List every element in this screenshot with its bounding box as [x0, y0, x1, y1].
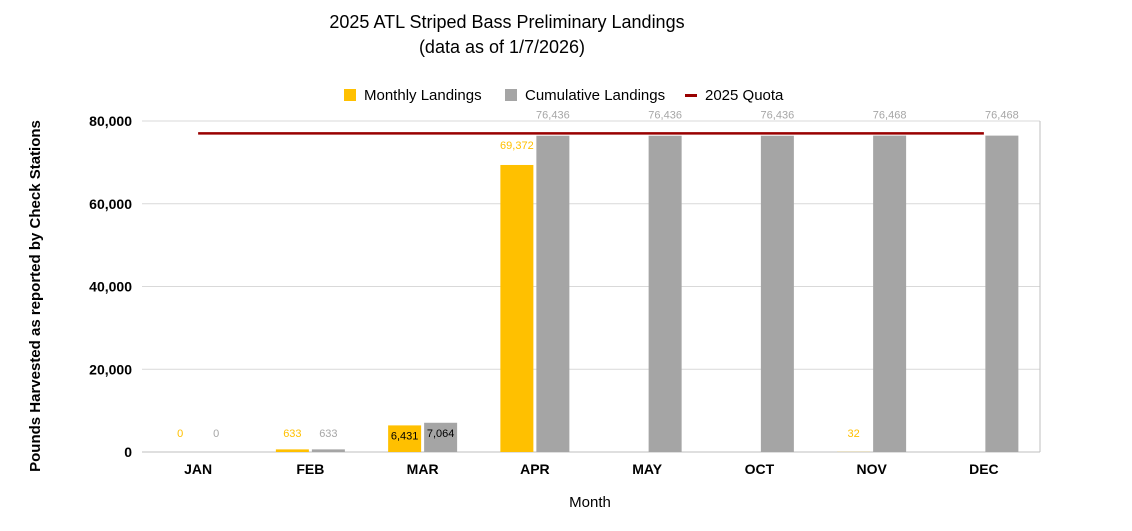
legend-label-monthly: Monthly Landings — [364, 87, 482, 104]
bars — [275, 135, 1019, 453]
data-label-monthly-nov: 32 — [848, 428, 860, 440]
y-tick-label: 40,000 — [89, 279, 132, 295]
legend-label-cumulative: Cumulative Landings — [525, 87, 665, 104]
x-tick-label-feb: FEB — [296, 461, 324, 477]
data-label-cumulative-feb: 633 — [319, 428, 337, 440]
legend: Monthly Landings Cumulative Landings 202… — [344, 87, 784, 104]
y-tick-labels: 0 20,000 40,000 60,000 80,000 — [89, 113, 132, 460]
chart-title: 2025 ATL Striped Bass Preliminary Landin… — [329, 12, 684, 32]
legend-swatch-cumulative — [505, 89, 517, 101]
x-tick-label-mar: MAR — [407, 461, 439, 477]
data-label-monthly-feb: 633 — [283, 428, 301, 440]
x-tick-label-jan: JAN — [184, 461, 212, 477]
chart-subtitle: (data as of 1/7/2026) — [419, 37, 585, 57]
data-label-cumulative-jan: 0 — [213, 428, 219, 440]
y-axis-title: Pounds Harvested as reported by Check St… — [27, 120, 44, 472]
bar-monthly-mar — [388, 425, 422, 452]
legend-label-quota: 2025 Quota — [705, 87, 784, 104]
data-label-monthly-apr: 69,372 — [500, 140, 534, 152]
x-tick-label-oct: OCT — [745, 461, 775, 477]
bar-cumulative-feb — [311, 449, 345, 452]
x-tick-label-dec: DEC — [969, 461, 999, 477]
bar-cumulative-mar — [424, 422, 458, 452]
y-tick-label: 60,000 — [89, 196, 132, 212]
data-label-monthly-mar: 6,431 — [391, 430, 419, 442]
y-tick-label: 80,000 — [89, 113, 132, 129]
y-tick-label: 20,000 — [89, 361, 132, 377]
data-labels: 0 0 633 633 6,431 7,064 69,372 76,436 76,436 76,4… — [177, 110, 1019, 443]
x-tick-labels: JAN FEB MAR APR MAY OCT NOV DEC — [184, 461, 999, 477]
data-label-cumulative-dec: 76,468 — [985, 110, 1019, 122]
bar-monthly-apr — [500, 164, 534, 453]
legend-swatch-monthly — [344, 89, 356, 101]
bar-cumulative-apr — [536, 135, 570, 453]
bar-monthly-feb — [275, 449, 309, 452]
x-tick-label-may: MAY — [632, 461, 662, 477]
x-tick-label-nov: NOV — [856, 461, 887, 477]
legend-swatch-quota — [685, 94, 697, 97]
data-label-cumulative-may: 76,436 — [648, 110, 682, 122]
data-label-cumulative-nov: 76,468 — [873, 110, 907, 122]
data-label-cumulative-oct: 76,436 — [761, 110, 795, 122]
data-label-cumulative-mar: 7,064 — [427, 428, 455, 440]
bar-cumulative-dec — [985, 135, 1019, 452]
bar-cumulative-oct — [760, 135, 794, 453]
bar-cumulative-may — [648, 135, 682, 453]
y-tick-label: 0 — [124, 444, 132, 460]
x-axis-title: Month — [569, 494, 611, 511]
x-tick-label-apr: APR — [520, 461, 550, 477]
bar-cumulative-nov — [873, 135, 907, 452]
data-label-cumulative-apr: 76,436 — [536, 110, 570, 122]
data-label-monthly-jan: 0 — [177, 428, 183, 440]
